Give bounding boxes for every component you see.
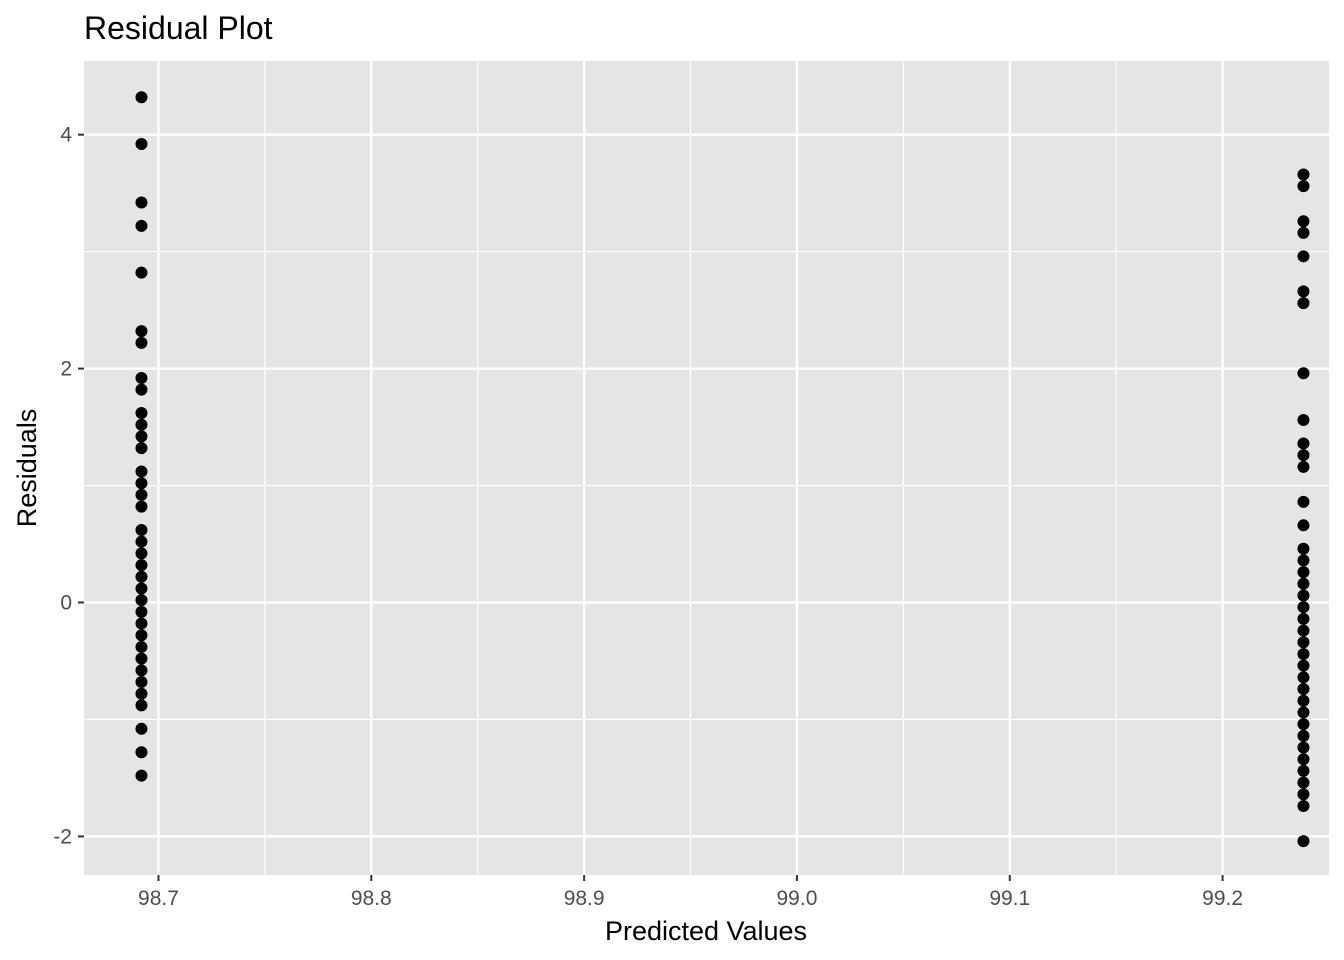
data-point	[1297, 741, 1310, 754]
data-point	[135, 687, 148, 700]
data-point	[1297, 647, 1310, 660]
x-tick-label: 99.2	[1202, 887, 1243, 910]
data-point	[135, 336, 148, 349]
data-point	[135, 523, 148, 536]
x-tick-label: 99.0	[777, 887, 818, 910]
data-point	[1297, 776, 1310, 789]
data-point	[135, 383, 148, 396]
data-point	[1297, 601, 1310, 614]
data-point	[135, 664, 148, 677]
y-tick-label: 2	[60, 358, 72, 381]
data-point	[135, 570, 148, 583]
data-point	[135, 465, 148, 478]
data-point	[135, 746, 148, 759]
data-point	[135, 582, 148, 595]
data-point	[135, 325, 148, 338]
data-point	[1297, 799, 1310, 812]
data-point	[1297, 624, 1310, 637]
data-point	[135, 699, 148, 712]
major-gridlines	[84, 61, 1329, 875]
data-point	[135, 196, 148, 209]
data-point	[1297, 589, 1310, 602]
chart-title: Residual Plot	[84, 10, 273, 46]
data-point	[135, 488, 148, 501]
data-point	[135, 430, 148, 443]
data-point	[1297, 180, 1310, 193]
data-point	[135, 640, 148, 653]
data-point	[135, 722, 148, 735]
y-tick-label: -2	[53, 825, 72, 848]
data-point	[1297, 788, 1310, 801]
x-tick-label: 98.9	[564, 887, 605, 910]
data-point	[1297, 612, 1310, 625]
data-point	[1297, 460, 1310, 473]
data-point	[135, 617, 148, 630]
data-point	[135, 535, 148, 548]
data-point	[135, 219, 148, 232]
data-point	[135, 629, 148, 642]
x-axis-title: Predicted Values	[605, 916, 807, 946]
data-point	[1297, 168, 1310, 181]
data-point	[1297, 297, 1310, 310]
data-point	[1297, 226, 1310, 239]
data-point	[1297, 671, 1310, 684]
data-point	[1297, 683, 1310, 696]
data-point	[135, 371, 148, 384]
data-point	[135, 477, 148, 490]
data-point	[1297, 542, 1310, 555]
data-point	[1297, 495, 1310, 508]
x-tick-label: 98.8	[351, 887, 392, 910]
data-point	[135, 594, 148, 607]
x-tick-label: 98.7	[138, 887, 179, 910]
data-points	[135, 91, 1310, 848]
y-axis: -2 0 2 4	[53, 124, 84, 848]
data-point	[135, 266, 148, 279]
plot-panel	[84, 61, 1329, 875]
data-point	[1297, 250, 1310, 263]
data-point	[1297, 753, 1310, 766]
data-point	[1297, 718, 1310, 731]
data-point	[1297, 437, 1310, 450]
y-tick-label: 0	[60, 591, 72, 614]
minor-gridlines	[84, 61, 1329, 875]
data-point	[135, 138, 148, 151]
data-point	[135, 652, 148, 665]
data-point	[1297, 566, 1310, 579]
data-point	[1297, 636, 1310, 649]
data-point	[135, 418, 148, 431]
y-tick-label: 4	[60, 124, 72, 147]
data-point	[1297, 215, 1310, 228]
data-point	[1297, 414, 1310, 427]
data-point	[1297, 577, 1310, 590]
data-point	[1297, 367, 1310, 380]
data-point	[135, 547, 148, 560]
data-point	[1297, 694, 1310, 707]
data-point	[135, 605, 148, 618]
x-tick-label: 99.1	[989, 887, 1030, 910]
data-point	[1297, 519, 1310, 532]
y-axis-title: Residuals	[12, 409, 42, 528]
data-point	[135, 442, 148, 455]
data-point	[1297, 285, 1310, 298]
data-point	[135, 676, 148, 689]
data-point	[1297, 554, 1310, 567]
data-point	[135, 407, 148, 420]
data-point	[135, 559, 148, 572]
data-point	[1297, 706, 1310, 719]
data-point	[1297, 449, 1310, 462]
x-axis: 98.7 98.8 98.9 99.0 99.1 99.2	[138, 875, 1243, 910]
data-point	[135, 500, 148, 513]
data-point	[1297, 729, 1310, 742]
data-point	[1297, 835, 1310, 848]
data-point	[135, 769, 148, 782]
data-point	[135, 91, 148, 104]
data-point	[1297, 764, 1310, 777]
data-point	[1297, 659, 1310, 672]
